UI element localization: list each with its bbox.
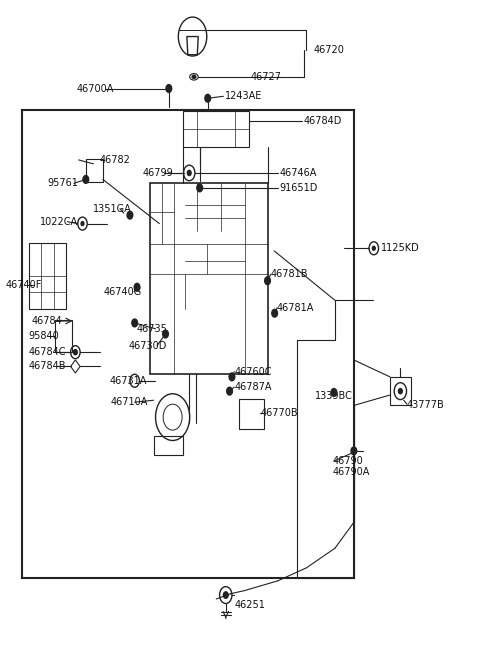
Text: 46710A: 46710A <box>111 397 148 407</box>
Text: 46782: 46782 <box>100 155 131 165</box>
Text: 46740F: 46740F <box>5 280 42 290</box>
Circle shape <box>223 592 228 598</box>
Text: 1339BC: 1339BC <box>315 390 353 401</box>
Text: 46799: 46799 <box>143 168 173 178</box>
Bar <box>183 111 250 147</box>
Circle shape <box>272 309 277 317</box>
Text: 95761: 95761 <box>48 178 79 189</box>
Circle shape <box>73 350 77 355</box>
Text: 1022CA: 1022CA <box>40 217 78 227</box>
Circle shape <box>127 212 133 219</box>
Text: 46790A: 46790A <box>333 466 370 477</box>
Bar <box>22 110 354 578</box>
Text: 46787A: 46787A <box>234 383 272 392</box>
Bar <box>55 320 72 352</box>
Circle shape <box>83 176 89 183</box>
Text: 46746A: 46746A <box>279 168 317 178</box>
Circle shape <box>132 319 137 327</box>
Text: 46730D: 46730D <box>129 341 167 350</box>
Text: 46784: 46784 <box>31 316 62 326</box>
Circle shape <box>163 330 168 338</box>
Circle shape <box>372 246 375 250</box>
Text: 46770B: 46770B <box>261 408 298 419</box>
Circle shape <box>81 221 84 225</box>
Bar <box>239 399 264 430</box>
Text: 46784B: 46784B <box>29 362 66 371</box>
Text: 46731A: 46731A <box>109 376 147 386</box>
Text: 1351GA: 1351GA <box>93 204 132 214</box>
Circle shape <box>134 284 140 291</box>
Ellipse shape <box>192 75 196 79</box>
Circle shape <box>351 447 357 455</box>
Text: 46720: 46720 <box>313 45 345 54</box>
Text: 46781B: 46781B <box>271 269 308 279</box>
Bar <box>390 377 411 405</box>
Text: 46727: 46727 <box>251 72 281 82</box>
Text: 46784C: 46784C <box>29 347 66 357</box>
Circle shape <box>229 373 235 381</box>
Text: 46251: 46251 <box>234 600 265 610</box>
Text: 1243AE: 1243AE <box>225 91 262 102</box>
Text: 46790: 46790 <box>333 456 363 466</box>
Text: 46700A: 46700A <box>76 83 114 94</box>
Text: 43777B: 43777B <box>407 400 445 411</box>
Circle shape <box>197 184 203 192</box>
Bar <box>29 243 66 309</box>
Text: 46760C: 46760C <box>234 367 272 377</box>
Text: 46735: 46735 <box>137 324 168 334</box>
Text: 46781A: 46781A <box>277 303 314 313</box>
Text: 1125KD: 1125KD <box>382 243 420 253</box>
Text: 91651D: 91651D <box>279 183 318 193</box>
Text: 95840: 95840 <box>29 331 60 341</box>
Circle shape <box>331 388 337 396</box>
Bar <box>154 436 183 455</box>
Circle shape <box>166 84 172 92</box>
Bar <box>86 159 103 182</box>
Circle shape <box>264 277 270 285</box>
Bar <box>150 183 268 374</box>
Circle shape <box>398 388 402 394</box>
Circle shape <box>205 94 211 102</box>
Circle shape <box>187 170 191 176</box>
Text: 46740G: 46740G <box>103 287 142 297</box>
Circle shape <box>227 387 232 395</box>
Text: 46784D: 46784D <box>303 116 341 126</box>
